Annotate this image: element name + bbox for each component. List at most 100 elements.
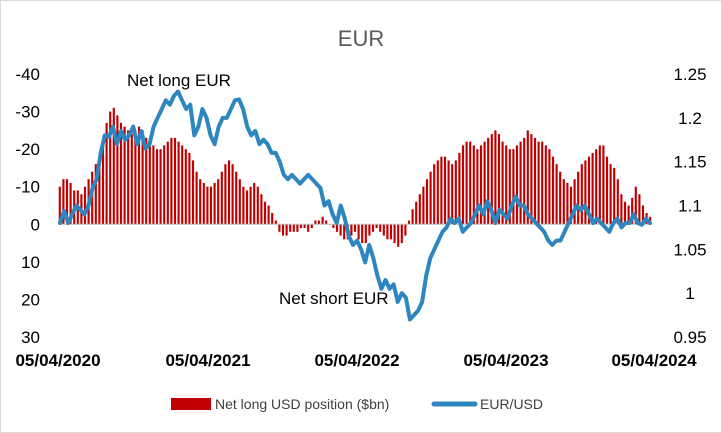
left-tick-label: -40 — [15, 65, 40, 84]
bar — [353, 224, 357, 232]
bar — [119, 122, 123, 225]
right-tick-label: 1 — [685, 284, 694, 303]
bar — [148, 141, 151, 225]
bar — [548, 149, 551, 225]
legend: Net long USD position ($bn) EUR/USD — [171, 396, 543, 412]
bar — [364, 224, 367, 244]
right-tick-label: 1.25 — [673, 65, 706, 84]
bar — [393, 224, 396, 244]
line-layer — [58, 89, 652, 322]
bar — [317, 220, 321, 225]
bar — [559, 171, 562, 225]
bar — [573, 179, 576, 225]
bar — [263, 201, 267, 225]
bar — [407, 220, 411, 225]
annotation-net-short-eur: Net short EUR — [279, 289, 389, 308]
x-tick-label: 05/04/2024 — [611, 351, 697, 370]
bar — [465, 141, 468, 225]
bar — [580, 164, 583, 225]
left-tick-label: 0 — [31, 215, 40, 234]
bar — [584, 160, 587, 225]
bar — [213, 182, 216, 225]
bar — [152, 145, 155, 225]
bar — [145, 137, 148, 225]
right-tick-label: 1.15 — [673, 153, 706, 172]
bar — [296, 224, 299, 232]
bar — [170, 137, 173, 225]
bar — [127, 130, 130, 225]
bar — [227, 160, 231, 225]
bar — [443, 156, 447, 225]
left-tick-label: 20 — [21, 290, 40, 309]
bar — [109, 111, 112, 225]
bar — [494, 130, 497, 225]
bar — [641, 205, 645, 225]
bar — [339, 224, 342, 236]
bar — [141, 130, 144, 225]
bar — [184, 149, 187, 225]
bar — [303, 224, 306, 229]
bar — [116, 115, 119, 225]
x-axis-ticks: 05/04/2020 05/04/2021 05/04/2022 05/04/2023… — [15, 351, 697, 370]
legend-label-line: EUR/USD — [480, 396, 543, 412]
bar — [123, 126, 126, 225]
right-tick-label: 1.05 — [673, 240, 706, 259]
left-tick-label: 30 — [21, 328, 40, 347]
legend-swatch-bars — [171, 398, 211, 410]
bar — [386, 224, 389, 240]
bar — [472, 145, 475, 225]
bar — [350, 224, 353, 236]
bar — [587, 156, 591, 225]
bar — [155, 149, 159, 225]
bar — [325, 220, 328, 225]
bar — [530, 134, 533, 225]
left-axis-ticks: -40 -30 -20 -10 0 10 20 30 — [15, 65, 40, 347]
bar — [598, 145, 601, 225]
bar — [541, 141, 544, 225]
bar — [476, 149, 479, 225]
bar — [526, 130, 529, 225]
bar — [602, 145, 605, 225]
bar — [62, 179, 65, 225]
x-tick-label: 05/04/2023 — [463, 351, 548, 370]
bar — [220, 171, 223, 225]
bar — [605, 156, 609, 225]
bar — [231, 164, 234, 225]
bar — [278, 224, 281, 232]
bar — [613, 167, 616, 225]
bar — [447, 160, 450, 225]
bar — [497, 134, 501, 225]
bar — [371, 224, 375, 232]
right-tick-label: 1.1 — [678, 197, 702, 216]
chart-title: EUR — [338, 26, 384, 51]
bar — [163, 145, 166, 225]
bar — [101, 141, 105, 225]
bar — [267, 205, 270, 225]
bar — [433, 164, 436, 225]
bar — [631, 197, 634, 225]
right-axis-ticks: 0.95 1 1.05 1.1 1.15 1.2 1.25 — [673, 65, 706, 347]
bar — [537, 141, 540, 225]
bar — [461, 145, 465, 225]
bar — [479, 145, 483, 225]
bar — [400, 224, 403, 244]
bar — [159, 149, 162, 225]
bar — [487, 137, 490, 225]
bars-layer — [58, 107, 652, 247]
bar — [519, 141, 522, 225]
annotation-net-long-eur: Net long EUR — [127, 71, 231, 90]
eurusd-line — [58, 89, 652, 322]
bar — [206, 186, 209, 225]
bar — [130, 134, 133, 225]
bar — [310, 224, 313, 229]
bar — [357, 224, 360, 240]
bar — [375, 224, 378, 229]
bar — [429, 171, 432, 225]
bar — [166, 141, 169, 225]
bar — [389, 224, 393, 240]
bar — [191, 160, 195, 225]
bar — [523, 137, 526, 225]
bar — [332, 224, 335, 229]
bar — [58, 186, 61, 225]
bar — [440, 156, 443, 225]
